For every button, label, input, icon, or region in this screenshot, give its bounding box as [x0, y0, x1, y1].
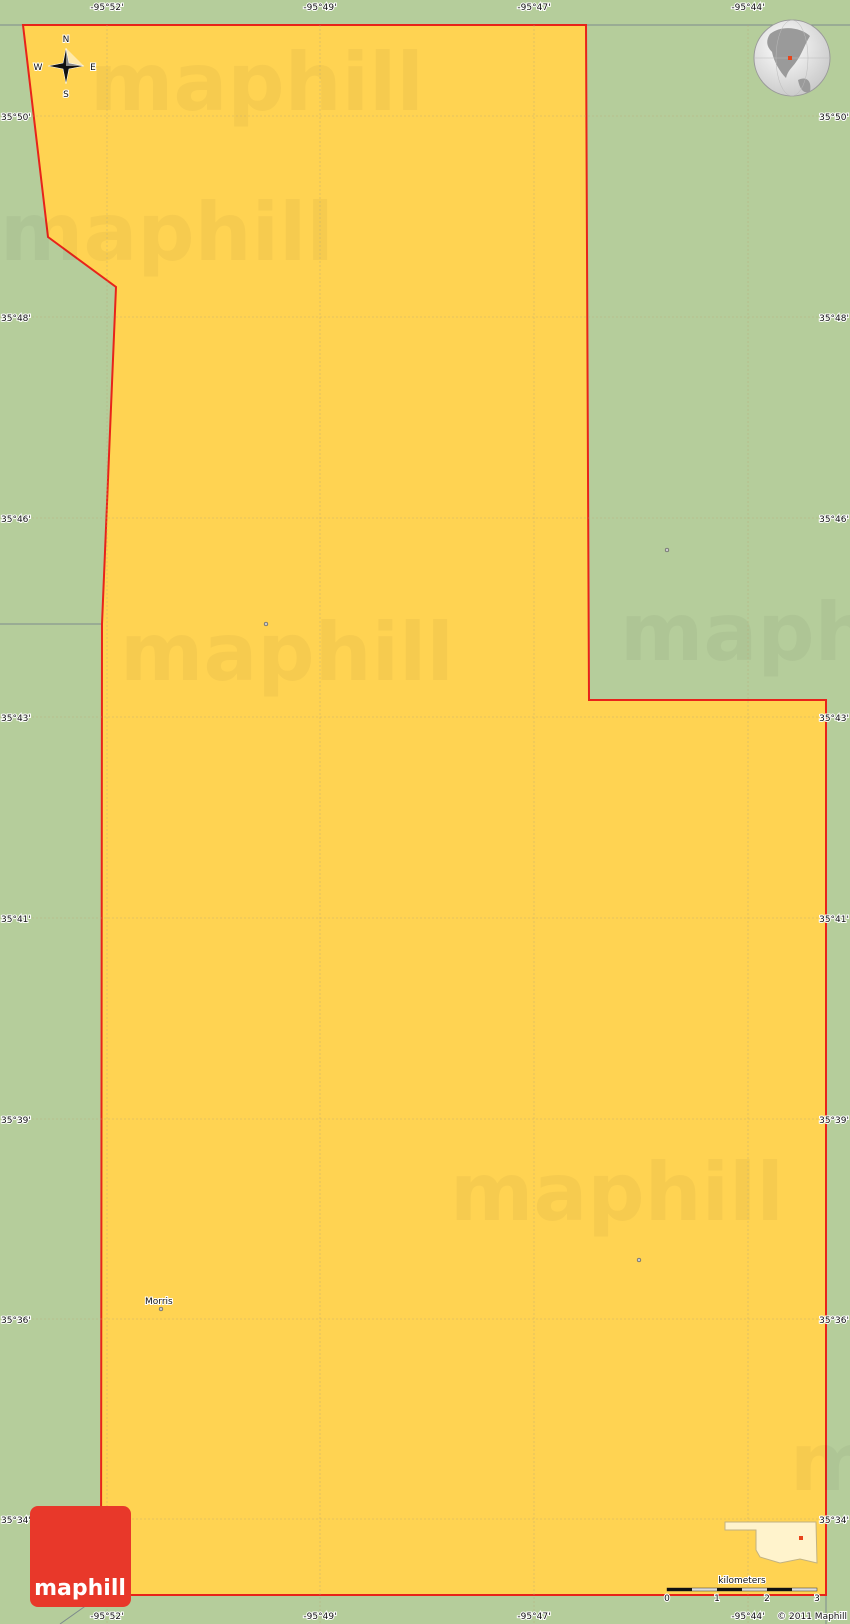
latitude-labels-left: 35°50' 35°48' 35°46' 35°43' 35°41' 35°39… [0, 112, 32, 1527]
svg-text:2: 2 [764, 1594, 770, 1604]
lon-label: -95°52' [90, 3, 123, 13]
place-markers [158, 547, 670, 1312]
lat-label: 35°43' [819, 714, 849, 724]
svg-text:W: W [34, 63, 43, 73]
lon-label: -95°47' [517, 3, 550, 13]
lat-label: 35°34' [819, 1516, 849, 1526]
lat-label: 35°36' [1, 1316, 31, 1326]
lat-label: 35°39' [1, 1116, 31, 1126]
lon-label: -95°44' [731, 1612, 764, 1622]
svg-text:maphill: maphill [790, 1416, 850, 1509]
place-dot-morris [158, 1306, 164, 1312]
lon-label: -95°52' [90, 1612, 123, 1622]
svg-text:3: 3 [814, 1594, 820, 1604]
lon-label: -95°49' [303, 3, 336, 13]
svg-text:S: S [63, 90, 69, 100]
maphill-logo[interactable]: maphill [30, 1506, 131, 1607]
svg-text:maphill: maphill [0, 186, 334, 279]
state-locator-icon [724, 1521, 818, 1564]
svg-text:0: 0 [664, 1594, 670, 1604]
lat-label: 35°46' [819, 515, 849, 525]
graticule [0, 25, 850, 1624]
globe-locator-icon [753, 19, 831, 97]
svg-text:E: E [90, 63, 96, 73]
lat-label: 35°50' [1, 113, 31, 123]
lat-label: 35°43' [1, 714, 31, 724]
svg-text:1: 1 [714, 1594, 720, 1604]
lat-label: 35°48' [819, 314, 849, 324]
lat-label: 35°39' [819, 1116, 849, 1126]
svg-text:maphill: maphill [620, 586, 850, 679]
scale-bar: kilometers 0 1 2 3 [663, 1575, 821, 1605]
lat-label: 35°36' [819, 1316, 849, 1326]
longitude-labels-bottom: -95°52' -95°49' -95°47' -95°44' [89, 1611, 765, 1623]
longitude-labels-top: -95°52' -95°49' -95°47' -95°44' [89, 2, 765, 14]
county-area[interactable] [21, 24, 827, 1596]
svg-text:maphill: maphill [34, 1576, 126, 1601]
place-dot [636, 1257, 642, 1263]
place-dot [263, 621, 269, 627]
compass-rose-icon: N S E W [33, 34, 98, 101]
lon-label: -95°47' [517, 1612, 550, 1622]
place-label-morris[interactable]: Morris [144, 1296, 174, 1308]
lat-label: 35°48' [1, 314, 31, 324]
latitude-labels-right: 35°50' 35°48' 35°46' 35°43' 35°41' 35°39… [818, 112, 850, 1527]
lat-label: 35°41' [1, 915, 31, 925]
lon-label: -95°49' [303, 1612, 336, 1622]
svg-text:maphill: maphill [90, 36, 424, 129]
lat-label: 35°41' [819, 915, 849, 925]
place-dot [664, 547, 670, 553]
lat-label: 35°50' [819, 113, 849, 123]
svg-text:maphill: maphill [450, 1146, 784, 1239]
copyright: © 2011 Maphill [777, 1612, 847, 1622]
lat-label: 35°46' [1, 515, 31, 525]
svg-text:kilometers: kilometers [718, 1576, 766, 1586]
lat-label: 35°34' [1, 1516, 31, 1526]
svg-text:N: N [63, 35, 70, 45]
svg-text:maphill: maphill [120, 606, 454, 699]
lon-label: -95°44' [731, 3, 764, 13]
